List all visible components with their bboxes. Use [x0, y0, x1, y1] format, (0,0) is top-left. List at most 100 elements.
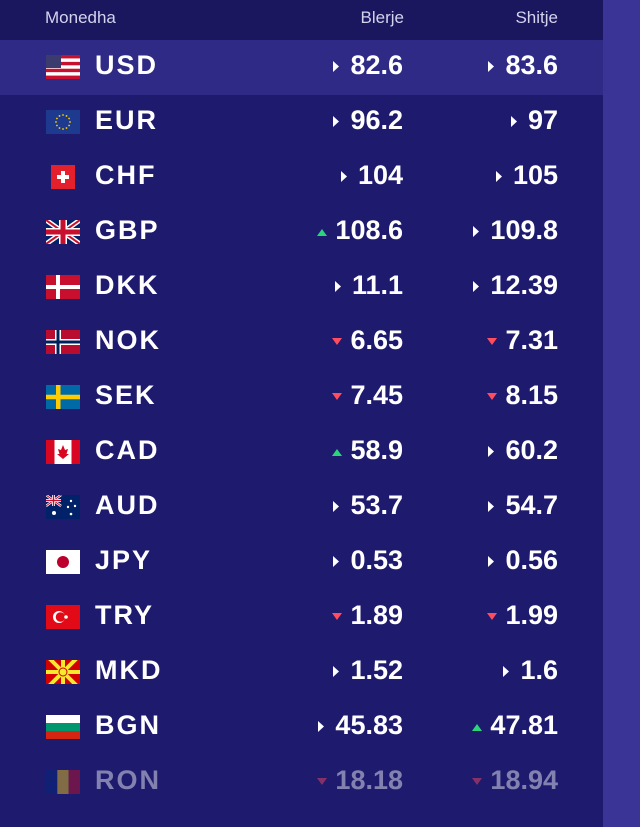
eu-flag-icon: [46, 110, 80, 134]
rate-row-sek[interactable]: SEK 7.45 8.15: [0, 370, 603, 425]
trend-neutral-icon: [334, 281, 348, 293]
buy-value: 53.7: [350, 490, 403, 520]
sell-value: 0.56: [505, 545, 558, 575]
trend-up-icon: [332, 448, 346, 456]
trend-neutral-icon: [332, 556, 346, 568]
currency-code: JPY: [95, 545, 153, 575]
buy-value: 82.6: [350, 50, 403, 80]
rate-row-dkk[interactable]: DKK 11.1 12.39: [0, 260, 603, 315]
sell-value: 83.6: [505, 50, 558, 80]
trend-down-icon: [472, 777, 486, 786]
sell-value: 18.94: [490, 765, 558, 795]
trend-down-icon: [487, 337, 501, 346]
sell-rate: 47.81: [472, 710, 558, 741]
buy-value: 45.83: [335, 710, 403, 740]
sell-value: 60.2: [505, 435, 558, 465]
trend-neutral-icon: [340, 171, 354, 183]
trend-neutral-icon: [332, 61, 346, 73]
sell-rate: 105: [495, 160, 558, 191]
us-flag-icon: [46, 55, 80, 100]
buy-value: 1.89: [350, 600, 403, 630]
buy-value: 6.65: [350, 325, 403, 355]
buy-rate: 53.7: [332, 490, 403, 521]
buy-rate: 7.45: [332, 380, 403, 411]
rate-row-aud[interactable]: AUD 53.7 54.7: [0, 480, 603, 535]
buy-value: 96.2: [350, 105, 403, 135]
trend-neutral-icon: [495, 171, 509, 183]
currency-code: GBP: [95, 215, 160, 245]
ca-flag-icon: [46, 440, 80, 464]
currency-code: BGN: [95, 710, 161, 740]
currency-code: NOK: [95, 325, 161, 355]
currency-code: SEK: [95, 380, 157, 410]
trend-up-icon: [317, 228, 331, 236]
rate-row-gbp[interactable]: GBP 108.6 109.8: [0, 205, 603, 260]
trend-neutral-icon: [332, 666, 346, 678]
sell-rate: 97: [510, 105, 558, 136]
buy-value: 11.1: [351, 270, 403, 300]
currency-code: TRY: [95, 600, 154, 630]
buy-rate: 0.53: [332, 545, 403, 576]
buy-rate: 18.18: [317, 765, 403, 796]
rate-row-nok[interactable]: NOK 6.65 7.31: [0, 315, 603, 370]
sell-value: 8.15: [505, 380, 558, 410]
trend-down-icon: [332, 612, 346, 621]
rate-row-mkd[interactable]: MKD 1.52 1.6: [0, 645, 603, 700]
buy-value: 0.53: [350, 545, 403, 575]
currency-code: RON: [95, 765, 161, 795]
rate-row-ron[interactable]: RON 18.18 18.94: [0, 755, 603, 810]
currency-code: AUD: [95, 490, 160, 520]
rates-list: USD 82.6 83.6 EUR 96.2 97 CHF 104 105 GBP 108.6 109…: [0, 40, 603, 810]
trend-neutral-icon: [332, 501, 346, 513]
rate-row-eur[interactable]: EUR 96.2 97: [0, 95, 603, 150]
rate-row-cad[interactable]: CAD 58.9 60.2: [0, 425, 603, 480]
rate-row-usd[interactable]: USD 82.6 83.6: [0, 40, 603, 100]
ro-flag-icon: [46, 770, 80, 794]
trend-neutral-icon: [472, 226, 486, 238]
jp-flag-icon: [46, 550, 80, 574]
buy-rate: 96.2: [332, 105, 403, 136]
buy-value: 1.52: [350, 655, 403, 685]
trend-neutral-icon: [332, 116, 346, 128]
trend-up-icon: [472, 723, 486, 731]
buy-value: 58.9: [350, 435, 403, 465]
trend-neutral-icon: [472, 281, 486, 293]
buy-rate: 11.1: [334, 270, 403, 301]
rate-row-jpy[interactable]: JPY 0.53 0.56: [0, 535, 603, 590]
sell-value: 1.99: [505, 600, 558, 630]
buy-rate: 6.65: [332, 325, 403, 356]
currency-code: DKK: [95, 270, 160, 300]
buy-value: 18.18: [335, 765, 403, 795]
trend-neutral-icon: [502, 666, 516, 678]
buy-rate: 108.6: [317, 215, 403, 246]
trend-down-icon: [487, 392, 501, 401]
currency-code: CHF: [95, 160, 157, 190]
header-currency: Monedha: [45, 8, 116, 27]
dk-flag-icon: [46, 275, 80, 299]
header-buy: Blerje: [360, 8, 404, 27]
buy-rate: 104: [340, 160, 403, 191]
sell-value: 12.39: [490, 270, 558, 300]
sell-rate: 12.39: [472, 270, 558, 301]
trend-neutral-icon: [317, 721, 331, 733]
trend-down-icon: [487, 612, 501, 621]
buy-value: 7.45: [350, 380, 403, 410]
bg-flag-icon: [46, 715, 80, 739]
se-flag-icon: [46, 385, 80, 409]
sell-rate: 1.99: [487, 600, 558, 631]
tr-flag-icon: [46, 605, 80, 629]
currency-code: MKD: [95, 655, 163, 685]
trend-neutral-icon: [487, 556, 501, 568]
rate-row-bgn[interactable]: BGN 45.83 47.81: [0, 700, 603, 755]
currency-code: CAD: [95, 435, 160, 465]
trend-neutral-icon: [487, 501, 501, 513]
sell-rate: 60.2: [487, 435, 558, 466]
ch-flag-icon: [46, 165, 80, 189]
trend-neutral-icon: [487, 61, 501, 73]
rate-row-chf[interactable]: CHF 104 105: [0, 150, 603, 205]
sell-value: 109.8: [490, 215, 558, 245]
rate-row-try[interactable]: TRY 1.89 1.99: [0, 590, 603, 645]
buy-rate: 45.83: [317, 710, 403, 741]
currency-code: USD: [95, 50, 159, 80]
buy-rate: 1.89: [332, 600, 403, 631]
